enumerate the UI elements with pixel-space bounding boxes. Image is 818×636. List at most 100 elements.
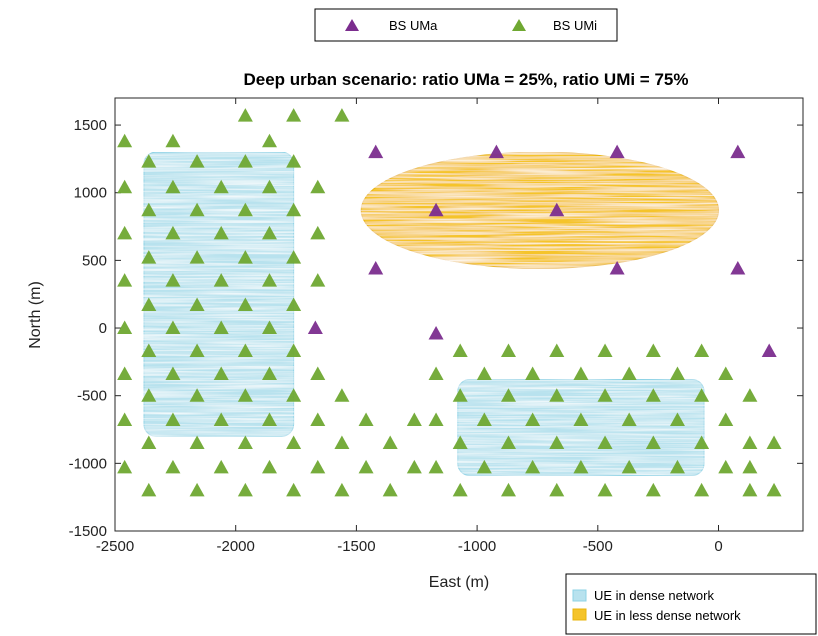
bs-umi-marker: [500, 388, 516, 402]
x-tick-label: -1500: [337, 538, 375, 555]
bs-umi-marker: [476, 366, 492, 381]
x-tick-label: -500: [583, 538, 613, 555]
bs-umi-marker: [476, 459, 492, 474]
bs-umi-marker: [189, 482, 205, 497]
plot-area: -2500 -2000 -1500 -1000 -500 0 -1500 -1000 -500 0…: [69, 97, 804, 555]
bs-umi-marker: [213, 459, 229, 474]
bs-umi-marker: [476, 412, 492, 427]
y-tick-label: -500: [77, 388, 107, 405]
bs-umi-marker: [334, 482, 350, 497]
bs-umi-marker: [718, 412, 734, 427]
bs-umi-marker: [310, 412, 326, 427]
bs-umi-marker: [428, 412, 444, 427]
bs-umi-marker: [452, 343, 468, 358]
markers-layer: [117, 108, 782, 497]
x-axis-label: East (m): [429, 574, 489, 591]
bs-umi-marker: [117, 366, 133, 381]
x-tick-label: -2000: [217, 538, 255, 555]
bs-uma-marker: [730, 144, 746, 159]
bs-umi-marker: [549, 482, 565, 497]
y-tick-label: 0: [99, 320, 107, 337]
bs-umi-marker: [382, 435, 398, 450]
bs-umi-marker: [573, 366, 589, 381]
bs-uma-marker: [761, 343, 777, 358]
bs-umi-marker: [286, 482, 302, 497]
legend-dense-label: UE in dense network: [594, 588, 714, 603]
bs-umi-marker: [261, 412, 277, 427]
bs-umi-marker: [742, 482, 758, 497]
bs-uma-marker: [488, 144, 504, 159]
bs-umi-marker: [406, 459, 422, 474]
y-tick-label: 1000: [74, 185, 107, 202]
x-tick-label: -1000: [458, 538, 496, 555]
bs-umi-marker: [286, 343, 302, 358]
bs-uma-marker: [730, 260, 746, 275]
bs-umi-marker: [334, 435, 350, 450]
legend-less-dense-label: UE in less dense network: [594, 608, 741, 623]
bs-umi-marker: [310, 459, 326, 474]
bs-umi-marker: [189, 250, 205, 264]
top-legend: BS UMa BS UMi: [314, 8, 618, 42]
y-tick-label: -1500: [69, 523, 107, 540]
bs-umi-marker: [452, 388, 468, 402]
bs-umi-marker: [597, 388, 613, 402]
bs-uma-marker: [549, 202, 565, 217]
bs-umi-marker: [382, 482, 398, 497]
chart-title: Deep urban scenario: ratio UMa = 25%, ra…: [244, 70, 689, 89]
bs-umi-marker: [261, 459, 277, 474]
bs-umi-marker: [694, 388, 710, 402]
bs-umi-marker: [213, 320, 229, 335]
bs-umi-marker: [117, 459, 133, 474]
bs-umi-marker: [141, 388, 157, 402]
bs-umi-marker: [525, 366, 541, 381]
bs-umi-marker: [117, 320, 133, 335]
bs-umi-marker: [310, 273, 326, 287]
x-tick-label: -2500: [96, 538, 134, 555]
bs-umi-marker: [669, 366, 685, 381]
bottom-legend: UE in dense network UE in less dense net…: [565, 573, 817, 635]
bs-uma-marker: [307, 320, 323, 335]
bs-umi-marker: [597, 343, 613, 358]
y-tick-label: -1000: [69, 455, 107, 472]
y-tick-label: 1500: [74, 117, 107, 134]
bs-umi-marker: [141, 297, 157, 312]
bs-umi-marker: [141, 202, 157, 217]
bs-umi-marker: [189, 202, 205, 217]
bs-umi-marker: [286, 154, 302, 168]
bs-umi-marker: [549, 435, 565, 450]
bs-umi-marker: [500, 482, 516, 497]
bs-umi-marker: [261, 273, 277, 287]
bs-umi-marker: [237, 202, 253, 217]
x-tick-label: 0: [714, 538, 722, 555]
bs-umi-marker: [165, 412, 181, 427]
bs-umi-marker: [165, 459, 181, 474]
bs-umi-marker: [286, 388, 302, 402]
bs-umi-marker: [261, 225, 277, 240]
bs-umi-marker: [500, 435, 516, 450]
y-axis-label: North (m): [27, 281, 44, 349]
bs-umi-marker: [261, 366, 277, 381]
bs-umi-marker: [406, 412, 422, 427]
bs-umi-marker: [597, 435, 613, 450]
bs-umi-marker: [261, 179, 277, 194]
bs-umi-marker: [237, 343, 253, 358]
bs-umi-marker: [694, 435, 710, 450]
bs-umi-marker: [237, 435, 253, 450]
bs-umi-marker: [165, 179, 181, 194]
legend-umi-marker: [512, 19, 526, 31]
bs-umi-marker: [573, 459, 589, 474]
ticks-layer: -2500 -2000 -1500 -1000 -500 0 -1500 -1000 -500 0…: [69, 98, 803, 555]
bs-umi-marker: [141, 343, 157, 358]
bs-umi-marker: [334, 108, 350, 122]
bs-umi-marker: [117, 179, 133, 194]
bs-umi-marker: [141, 435, 157, 450]
legend-umi-label: BS UMi: [553, 18, 597, 33]
bs-umi-marker: [645, 482, 661, 497]
bs-uma-marker: [609, 260, 625, 275]
bs-umi-marker: [718, 366, 734, 381]
bs-umi-marker: [189, 388, 205, 402]
bs-umi-marker: [213, 225, 229, 240]
bs-umi-marker: [573, 412, 589, 427]
bs-umi-marker: [718, 459, 734, 474]
